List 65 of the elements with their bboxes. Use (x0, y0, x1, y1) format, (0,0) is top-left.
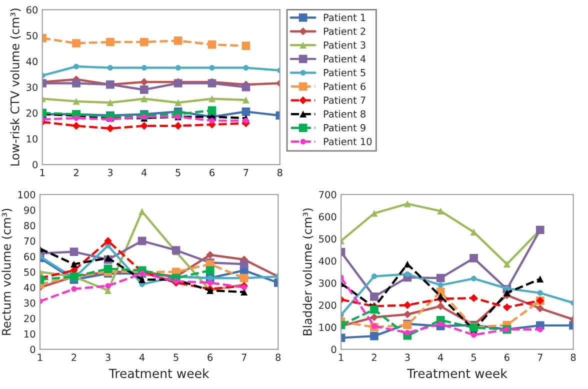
y-tick-label: 40 (24, 284, 36, 292)
x-tick-label: 7 (242, 354, 246, 361)
x-tick-label: 5 (176, 169, 180, 176)
x-axis-title: Treatment week (108, 368, 210, 378)
y-axis-title: Rectum volume (cm³) (2, 208, 12, 335)
y-axis-title: Low-risk CTV volume (cm³) (10, 8, 21, 166)
y-tick-label: 60 (26, 6, 38, 14)
x-tick-label: 7 (538, 354, 542, 361)
x-tick-label: 4 (438, 354, 444, 361)
y-tick-label: 10 (24, 330, 36, 338)
x-tick-label: 5 (471, 354, 476, 362)
y-tick-label: 30 (24, 299, 36, 307)
x-tick-label: 4 (139, 354, 145, 361)
legend-label: Patient 9 (324, 124, 366, 132)
y-tick-label: 300 (319, 279, 336, 287)
x-tick-label: 8 (570, 354, 576, 362)
y-tick-label: 10 (26, 135, 38, 143)
x-tick-label: 8 (276, 354, 281, 362)
x-tick-label: 3 (106, 354, 110, 362)
y-tick-label: 80 (24, 222, 36, 230)
x-tick-label: 6 (504, 354, 510, 362)
x-tick-label: 1 (38, 354, 42, 361)
x-tick-label: 6 (210, 168, 214, 176)
legend-label: Patient 2 (324, 27, 366, 35)
y-tick-label: 20 (24, 314, 36, 322)
y-tick-label: 100 (18, 190, 36, 198)
x-tick-label: 2 (72, 354, 76, 361)
y-tick-label: 400 (318, 257, 336, 265)
x-tick-label: 2 (74, 168, 78, 176)
y-tick-label: 600 (318, 213, 336, 220)
y-tick-label: 0 (30, 346, 36, 354)
legend-label: Patient 8 (324, 110, 366, 118)
x-tick-label: 1 (40, 169, 45, 176)
legend-label: Patient 5 (324, 68, 366, 76)
x-axis-title: Treatment week (406, 368, 508, 378)
legend-label: Patient 7 (324, 96, 366, 104)
y-tick-label: 90 (24, 206, 36, 214)
y-tick-label: 20 (26, 109, 38, 117)
y-tick-label: 200 (319, 302, 336, 309)
x-tick-label: 2 (372, 354, 376, 361)
x-tick-label: 8 (277, 168, 282, 176)
y-tick-label: 50 (24, 268, 36, 276)
y-tick-label: 60 (24, 252, 36, 260)
x-tick-label: 7 (244, 169, 248, 176)
x-tick-label: 3 (405, 354, 410, 362)
x-tick-label: 3 (108, 168, 113, 176)
y-tick-label: 70 (24, 237, 36, 245)
legend-label: Patient 6 (324, 82, 366, 90)
y-tick-label: 700 (319, 190, 336, 198)
y-tick-label: 100 (319, 324, 336, 332)
x-tick-label: 1 (339, 354, 344, 361)
y-tick-label: 0 (32, 161, 38, 168)
legend-label: Patient 1 (324, 14, 366, 22)
y-tick-label: 50 (26, 32, 38, 40)
x-tick-label: 5 (174, 354, 178, 362)
x-tick-label: 6 (208, 354, 213, 362)
x-tick-label: 4 (142, 169, 147, 176)
y-tick-label: 40 (26, 58, 38, 66)
legend-label: Patient 10 (324, 138, 372, 146)
y-tick-label: 30 (26, 84, 38, 91)
y-tick-label: 0 (331, 346, 336, 354)
legend-label: Patient 4 (324, 54, 366, 62)
y-tick-label: 500 (319, 235, 336, 243)
legend-label: Patient 3 (324, 41, 366, 49)
y-axis-title: Bladder volume (cm³) (302, 208, 314, 336)
